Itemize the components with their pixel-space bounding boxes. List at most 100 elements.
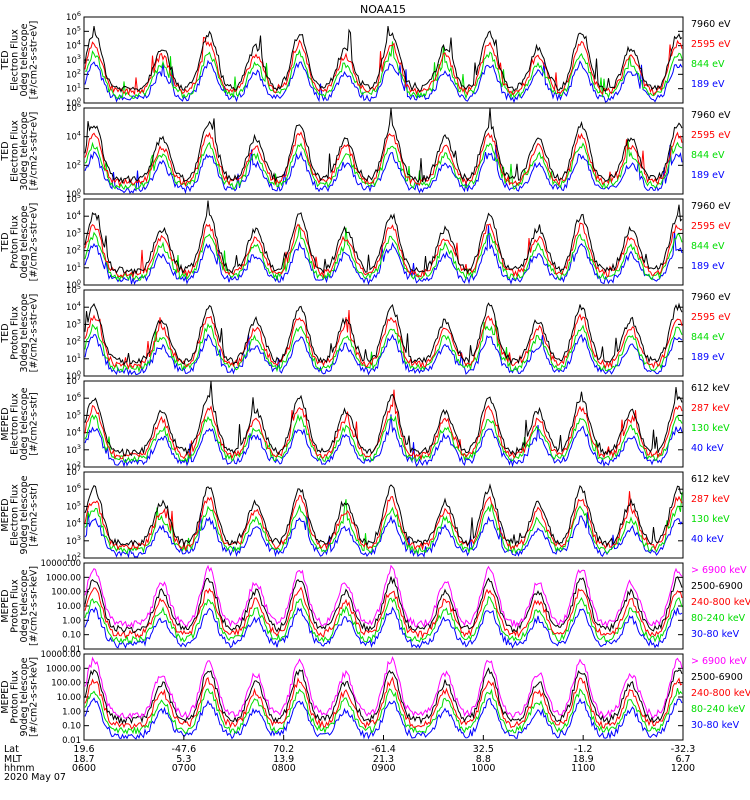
panel-ylabel: MEPEDElectron Flux0deg telescope[#/cm2-s… [0,387,40,460]
channel-label: > 6900 keV [691,565,747,576]
trace-2500-6900 [84,667,683,725]
ytick-label: 105 [66,499,81,512]
ytick-label: 101 [66,82,81,95]
ytick-label: 102 [66,244,81,257]
x-row-label: Lat [4,744,19,755]
channel-label: 2595 eV [691,221,731,232]
ytick-label: 103 [66,443,81,456]
ytick-label: 104 [66,426,81,439]
channel-label: 7960 eV [691,19,731,30]
x-tick-hhmm: 1000 [471,763,495,774]
channel-label: 287 keV [691,403,730,414]
x-row-label: MLT [4,754,22,765]
channel-label: 40 keV [691,534,724,545]
channel-label: 7960 eV [691,292,731,303]
trace-844-ev [84,140,683,191]
x-tick-mlt: 8.8 [476,754,491,765]
channel-label: 844 eV [691,150,725,161]
x-tick-hhmm: 0800 [272,763,296,774]
x-tick-mlt: 5.3 [176,754,191,765]
x-tick-hhmm: 0900 [371,763,395,774]
trace-130-kev [84,413,683,464]
ytick-label: 104 [66,300,81,313]
ytick-label: 102 [66,158,81,171]
x-tick-lat: -32.3 [671,744,696,755]
trace-2500-6900 [84,576,683,634]
x-tick-mlt: 13.9 [273,754,294,765]
panel-ylabel: TEDElectron Flux30deg telescope[#/cm2-s-… [0,111,40,190]
panel-frame [83,380,684,468]
channel-label: 612 keV [691,383,730,394]
x-tick-lat: 32.5 [473,744,494,755]
ytick-label: 104 [66,39,81,52]
ytick-label: 105 [66,408,81,421]
channel-label: 240-800 keV [691,688,750,699]
x-tick-mlt: 6.7 [675,754,690,765]
panel-frame [83,107,684,195]
channel-label: 7960 eV [691,110,731,121]
trace-7960-ev [84,200,683,276]
ytick-label: 1000.00 [46,573,81,583]
trace-189-ev [84,333,683,376]
channel-label: 130 keV [691,514,730,525]
ytick-label: 101 [66,352,81,365]
panel-ylabel: MEPEDProton Flux0deg telescope[#/cm2-s-s… [0,566,40,646]
trace-30-80-kev [84,606,683,649]
channel-label: 2500-6900 [691,672,743,683]
ytick-label: 1000.00 [46,664,81,674]
ytick-label: 103 [66,534,81,547]
channel-label: 40 keV [691,443,724,454]
trace-80-240-kev [84,596,683,644]
trace--6900-kev [84,564,683,629]
x-tick-mlt: 21.3 [373,754,394,765]
ytick-label: 106 [66,10,81,23]
ytick-label: 100.00 [51,679,81,689]
ytick-label: 100.00 [51,588,81,598]
ytick-label: 103 [66,226,81,239]
trace-130-kev [84,492,683,555]
ytick-label: 1.00 [62,707,81,717]
trace-7960-ev [84,26,683,93]
ytick-label: 0.01 [62,736,81,746]
channel-label: 80-240 keV [691,613,746,624]
channel-label: 2595 eV [691,39,731,50]
trace-844-ev [84,320,683,374]
panel-frame [83,198,684,286]
x-tick-lat: -61.4 [371,744,396,755]
channel-label: 2595 eV [691,130,731,141]
x-row-label: hhmm [4,763,35,774]
x-tick-lat: -1.2 [574,744,593,755]
trace-2595-ev [84,222,683,279]
panel-meped-p-0: 0.01 0.10 1.00 10.00 100.00 1000.00 10000.00ME… [0,559,750,655]
trace-2595-ev [84,36,683,96]
channel-label: 287 keV [691,494,730,505]
x-tick-hhmm: 1100 [571,763,595,774]
channel-label: 2500-6900 [691,581,743,592]
ytick-label: 0.10 [62,631,81,641]
channel-label: 844 eV [691,241,725,252]
trace-240-800-kev [84,676,683,730]
x-tick-hhmm: 0600 [72,763,96,774]
panel-frame [83,653,684,741]
channel-label: > 6900 keV [691,656,747,667]
channel-label: 7960 eV [691,201,731,212]
channel-label: 844 eV [691,59,725,70]
panel-ylabel: MEPEDProton Flux90deg telescope[#/cm2-s-… [0,657,40,737]
ytick-label: 0.01 [62,645,81,655]
ytick-label: 103 [66,317,81,330]
ytick-label: 101 [66,261,81,274]
trace-40-kev [84,414,683,468]
trace-7960-ev [84,107,683,184]
trace-240-800-kev [84,586,683,639]
panel-meped-p-90: 0.01 0.10 1.00 10.00 100.00 1000.00 10000.00ME… [0,650,750,746]
ytick-label: 10.00 [57,693,81,703]
channel-label: 189 eV [691,170,725,181]
x-tick-hhmm: 0700 [172,763,196,774]
ytick-label: 102 [66,335,81,348]
